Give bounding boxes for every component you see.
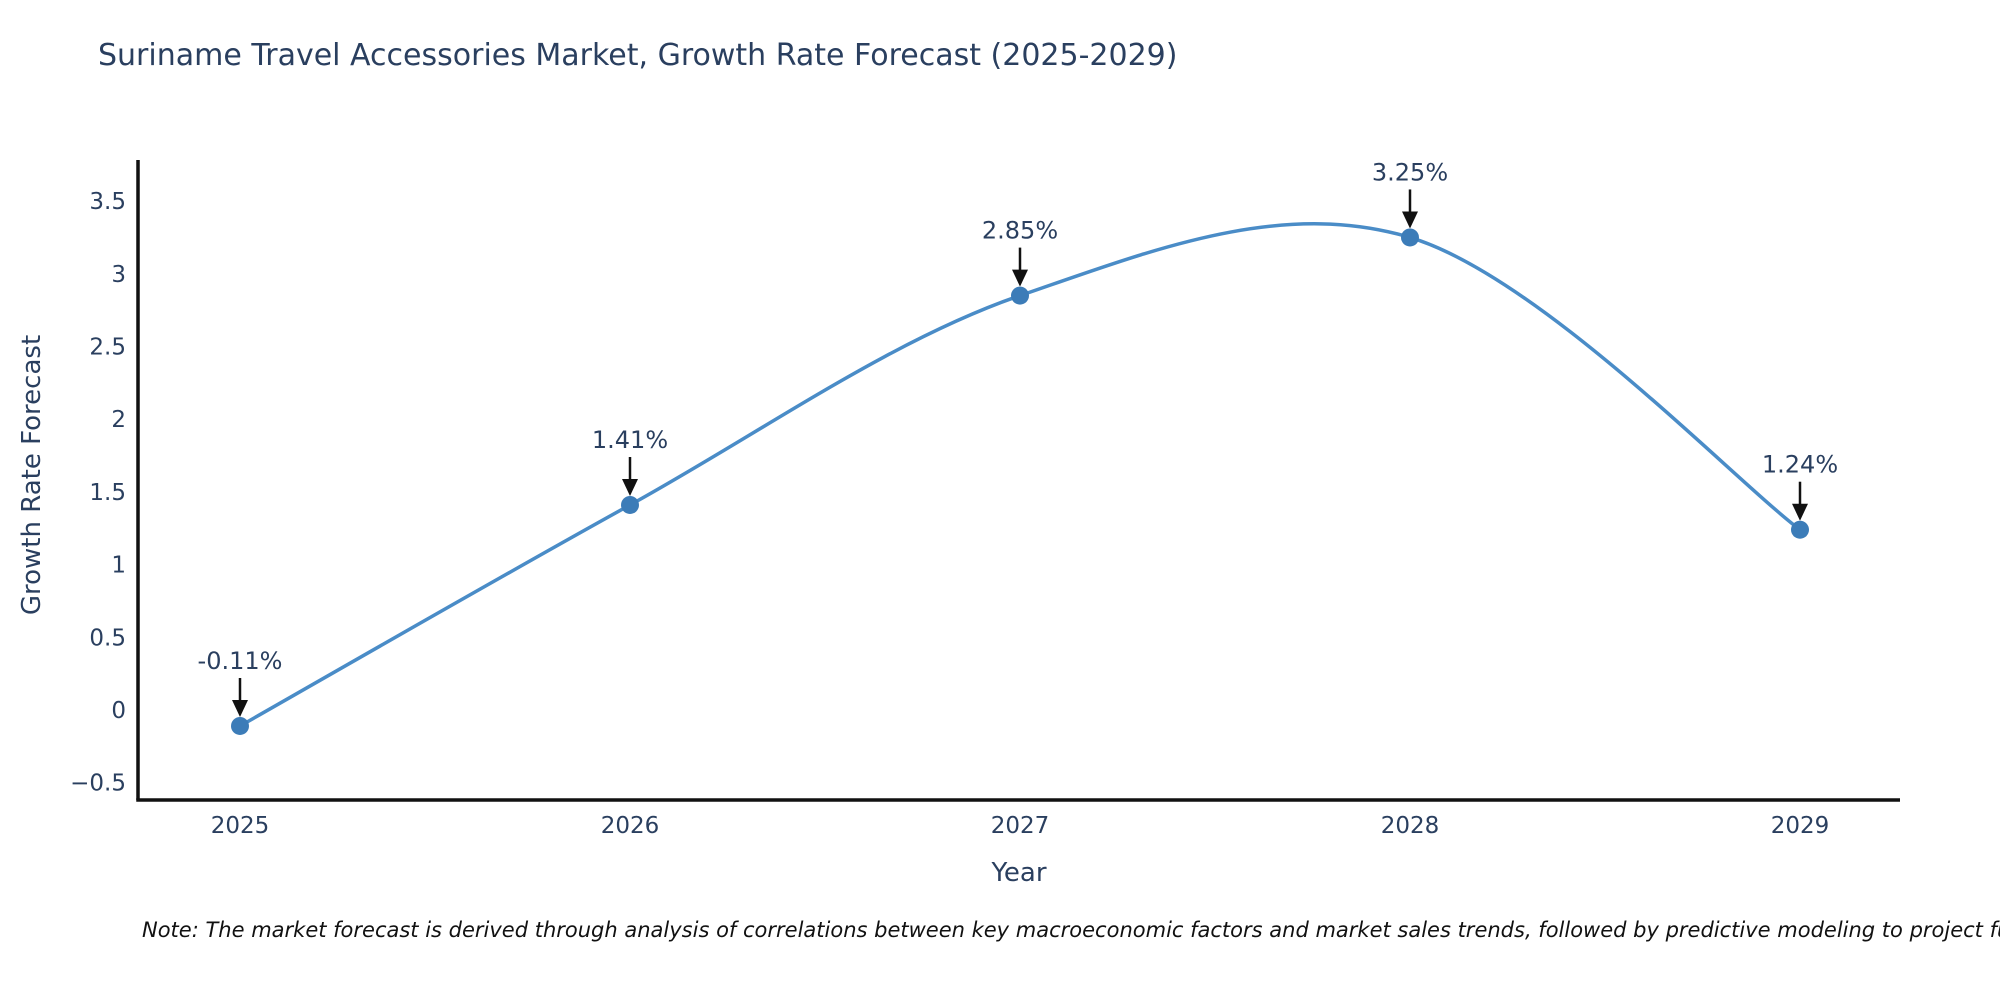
data-point-marker[interactable] [231,716,249,735]
data-point-label: 1.24% [1762,451,1838,479]
y-tick-label: 2.5 [89,335,126,361]
x-tick-label: 2028 [1381,813,1440,839]
annotation-arrow-head [232,699,248,717]
data-point-marker[interactable] [1401,228,1419,247]
y-tick-label: 1.5 [89,480,126,506]
y-tick-label: 3 [111,262,126,288]
x-axis-title: Year [991,858,1047,888]
x-tick-label: 2025 [211,813,270,839]
data-point-label: -0.11% [198,647,283,675]
chart-footnote: Note: The market forecast is derived thr… [142,918,2000,942]
data-point-marker[interactable] [1791,520,1809,539]
annotation-arrow-head [622,478,638,496]
data-point-label: 1.41% [592,426,668,454]
chart-title: Suriname Travel Accessories Market, Grow… [98,38,1178,73]
data-point-marker[interactable] [621,495,639,514]
annotation-arrow-head [1792,503,1808,521]
annotation-arrow-head [1012,269,1028,287]
y-tick-label: 2 [111,407,126,433]
x-tick-label: 2027 [991,813,1050,839]
x-tick-label: 2029 [1771,813,1830,839]
data-point-label: 3.25% [1372,158,1448,186]
y-axis-title: Growth Rate Forecast [17,334,47,616]
y-tick-label: 0 [111,698,126,724]
y-tick-label: 1 [111,553,126,579]
y-tick-label: 0.5 [89,625,126,651]
data-point-label: 2.85% [982,217,1058,245]
x-tick-label: 2026 [601,813,660,839]
y-tick-label: −0.5 [70,771,126,797]
annotation-arrow-head [1402,211,1418,229]
data-point-marker[interactable] [1011,286,1029,305]
y-tick-label: 3.5 [89,189,126,215]
